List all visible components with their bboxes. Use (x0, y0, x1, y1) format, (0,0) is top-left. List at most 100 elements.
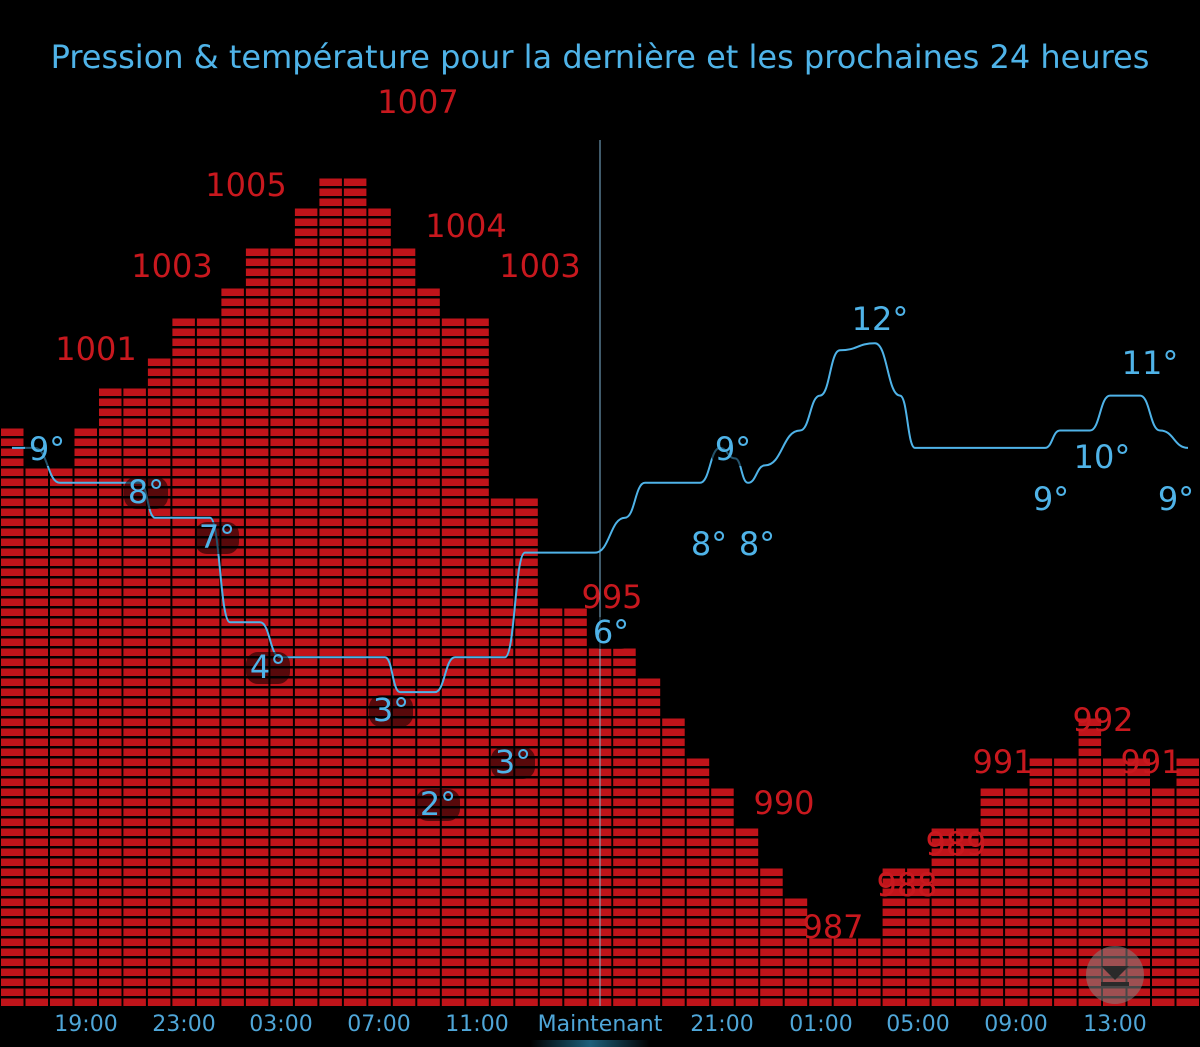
svg-text:11°: 11° (1122, 344, 1179, 382)
pressure-bar (25, 468, 48, 1006)
svg-text:7°: 7° (199, 518, 235, 556)
chart-title: Pression & température pour la dernière … (50, 38, 1150, 76)
x-tick-label: 01:00 (789, 1012, 852, 1037)
pressure-label: 987 (802, 908, 863, 946)
pressure-bar (907, 868, 930, 1006)
pressure-bar (50, 468, 73, 1006)
pressure-bar (613, 648, 636, 1006)
pressure-bar (196, 318, 220, 1006)
temperature-label: 4° (246, 648, 290, 686)
x-tick-label: 21:00 (690, 1012, 753, 1037)
svg-text:4°: 4° (250, 648, 286, 686)
x-tick-label: Maintenant (538, 1012, 663, 1037)
x-tick-label: 05:00 (886, 1012, 949, 1037)
temperature-label: 6° (589, 613, 633, 651)
pressure-label: 989 (925, 825, 986, 863)
pressure-bar (711, 788, 734, 1006)
pressure-bar (319, 178, 342, 1006)
svg-text:10°: 10° (1074, 438, 1131, 476)
x-tick-label: 09:00 (984, 1012, 1047, 1037)
x-tick-label: 03:00 (249, 1012, 312, 1037)
pressure-bar (466, 318, 489, 1006)
pressure-label: 1003 (131, 247, 212, 285)
svg-text:9°: 9° (1033, 480, 1069, 518)
pressure-label: 991 (1120, 743, 1181, 781)
temperature-label: 8° (124, 473, 168, 511)
pressure-label: 988 (876, 866, 937, 904)
pressure-label: 990 (753, 784, 814, 822)
pressure-bar (539, 608, 563, 1006)
chevron-down-icon (1101, 966, 1129, 980)
scroll-indicator (530, 1040, 650, 1047)
temperature-label: 11° (1122, 344, 1179, 382)
svg-text:8°: 8° (739, 525, 775, 563)
pressure-bar (1152, 788, 1175, 1006)
pressure-bar (980, 788, 1004, 1006)
pressure-bar (858, 938, 881, 1006)
pressure-label: 1003 (499, 247, 580, 285)
pressure-bar (270, 248, 293, 1006)
svg-text:3°: 3° (373, 691, 409, 729)
pressure-bar (441, 318, 465, 1006)
svg-text:2°: 2° (420, 785, 456, 823)
pressure-bar (1029, 758, 1053, 1006)
pressure-label: 1004 (425, 207, 506, 245)
x-tick-label: 23:00 (152, 1012, 215, 1037)
pressure-bar (833, 938, 857, 1006)
svg-text:9°: 9° (29, 430, 65, 468)
svg-text:6°: 6° (593, 613, 629, 651)
x-tick-label: 07:00 (347, 1012, 410, 1037)
temperature-label: 9° (1154, 480, 1198, 518)
pressure-bar (490, 498, 514, 1006)
pressure-bar (294, 208, 318, 1006)
pressure-bar (172, 318, 195, 1006)
pressure-bar (1054, 758, 1077, 1006)
scroll-down-button[interactable] (1086, 946, 1144, 1004)
temperature-label: 9° (711, 430, 755, 468)
pressure-bar (221, 288, 244, 1006)
pressure-label: 995 (581, 578, 642, 616)
svg-text:8°: 8° (128, 473, 164, 511)
temperature-line (11, 342, 1189, 694)
temperature-label: 7° (195, 518, 239, 556)
pressure-bar (99, 388, 122, 1006)
pressure-bar (392, 248, 416, 1006)
pressure-bar (809, 938, 832, 1006)
temperature-label: 8° (687, 525, 731, 563)
temperature-label: 9° (25, 430, 69, 468)
pressure-bar (564, 608, 587, 1006)
temperature-label: 3° (491, 743, 535, 781)
pressure-label: 1005 (205, 166, 286, 204)
pressure-label: 991 (972, 743, 1033, 781)
svg-text:9°: 9° (715, 430, 751, 468)
pressure-bar (956, 828, 979, 1006)
temperature-label: 9° (1029, 480, 1073, 518)
pressure-label: 1007 (377, 83, 458, 121)
pressure-bar (1176, 758, 1199, 1006)
x-tick-label: 13:00 (1083, 1012, 1146, 1037)
pressure-bar (74, 428, 97, 1006)
pressure-bar (637, 678, 661, 1006)
pressure-bar (368, 208, 391, 1006)
temperature-label: 8° (735, 525, 779, 563)
pressure-bar (882, 868, 906, 1006)
x-tick-label: 11:00 (445, 1012, 508, 1037)
temperature-label: 10° (1074, 438, 1131, 476)
temperature-label: 12° (852, 300, 909, 338)
svg-text:12°: 12° (852, 300, 909, 338)
pressure-bar (662, 718, 685, 1006)
x-tick-label: 19:00 (54, 1012, 117, 1037)
pressure-bar (760, 868, 783, 1006)
pressure-bar (931, 828, 955, 1006)
pressure-label: 1001 (55, 330, 136, 368)
pressure-bar (784, 898, 808, 1006)
svg-text:3°: 3° (495, 743, 531, 781)
temperature-label: 2° (416, 785, 460, 823)
pressure-bar (123, 388, 146, 1006)
pressure-bar (686, 758, 710, 1006)
pressure-bar (343, 178, 367, 1006)
pressure-bar (417, 288, 440, 1006)
temperature-label: 3° (369, 691, 413, 729)
svg-text:8°: 8° (691, 525, 727, 563)
